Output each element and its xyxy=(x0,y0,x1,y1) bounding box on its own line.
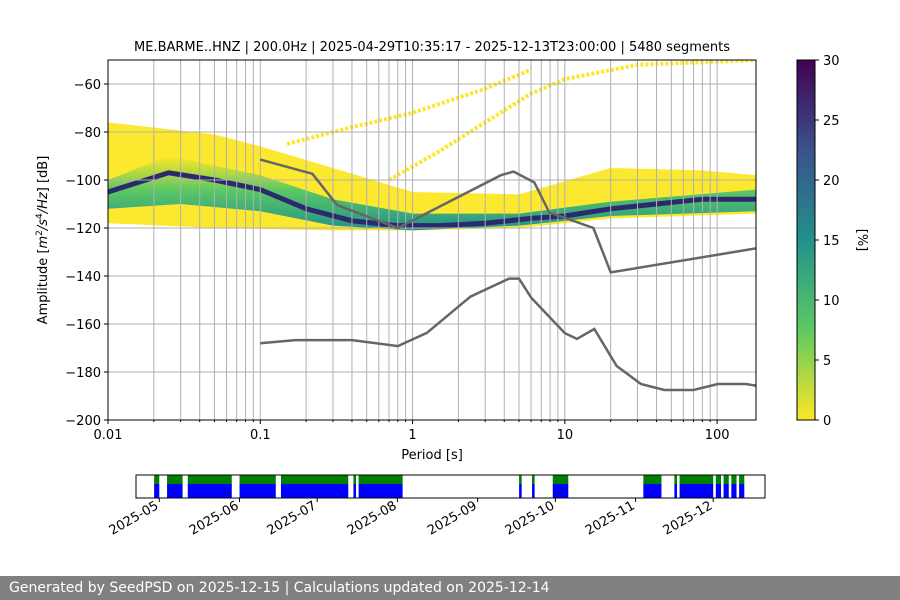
availability-segment-green xyxy=(154,475,160,484)
availability-segment-blue xyxy=(723,484,729,498)
availability-segment-blue xyxy=(167,484,183,498)
availability-segment-blue xyxy=(552,484,569,498)
availability-segment-blue xyxy=(739,484,745,498)
availability-segment-blue xyxy=(239,484,276,498)
availability-segment-blue xyxy=(519,484,522,498)
y-tick-label: −80 xyxy=(74,126,101,141)
availability-segment-blue xyxy=(353,484,357,498)
availability-segment-green xyxy=(643,475,662,484)
plot-background xyxy=(108,60,756,420)
availability-segment-blue xyxy=(715,484,721,498)
x-tick-label: 0.01 xyxy=(94,428,123,443)
psd-mode-curve xyxy=(108,170,756,229)
gridlines xyxy=(108,60,756,420)
availability-bars xyxy=(154,475,745,498)
y-tick-label: −160 xyxy=(65,318,101,333)
x-tick-label: 1 xyxy=(408,428,416,443)
availability-segment-green xyxy=(532,475,535,484)
availability-tick-label: 2025-08 xyxy=(345,498,400,538)
colorbar-tick-label: 15 xyxy=(823,234,840,249)
plot-frame xyxy=(107,59,757,421)
footer-bar: Generated by SeedPSD on 2025-12-15 | Cal… xyxy=(0,576,900,600)
colorbar-tick-label: 25 xyxy=(823,114,840,129)
colorbar-tick-label: 5 xyxy=(823,354,831,369)
colorbar-label: [%] xyxy=(854,229,869,252)
availability-segment-blue xyxy=(358,484,403,498)
availability-frame xyxy=(135,474,766,499)
colorbar-ticks: 0 5 10 15 20 25 30 xyxy=(815,54,840,429)
availability-segment-green xyxy=(723,475,729,484)
colorbar-gradient xyxy=(796,59,816,421)
x-tick-label: 0.1 xyxy=(250,428,271,443)
psd-plot-area xyxy=(108,60,756,420)
availability-tick-label: 2025-11 xyxy=(583,498,638,538)
x-axis-ticks: 0.01 0.1 1 10 100 xyxy=(94,420,730,443)
availability-tick-label: 2025-05 xyxy=(107,498,162,538)
y-tick-label: −180 xyxy=(65,366,101,381)
availability-tick-label: 2025-12 xyxy=(661,498,716,538)
availability-segment-green xyxy=(167,475,183,484)
availability-segment-green xyxy=(715,475,721,484)
availability-segment-blue xyxy=(532,484,535,498)
nhnm-curve xyxy=(259,158,756,274)
availability-segment-green xyxy=(239,475,276,484)
availability-date-ticks: 2025-05 2025-06 2025-07 2025-08 2025-09 2025-… xyxy=(107,498,715,539)
availability-segment-green xyxy=(679,475,714,484)
y-tick-label: −120 xyxy=(65,222,101,237)
y-tick-label: −140 xyxy=(65,270,101,285)
colorbar-tick-label: 30 xyxy=(823,54,840,69)
colorbar: 0 5 10 15 20 25 30 [%] xyxy=(796,54,869,429)
availability-segment-blue xyxy=(674,484,677,498)
availability-segment-blue xyxy=(731,484,737,498)
y-tick-label: −60 xyxy=(74,78,101,93)
availability-tick-label: 2025-09 xyxy=(425,498,480,538)
colorbar-tick-label: 20 xyxy=(823,174,840,189)
availability-segment-green xyxy=(353,475,357,484)
availability-segment-green xyxy=(739,475,745,484)
chart-title: ME.BARME..HNZ | 200.0Hz | 2025-04-29T10:… xyxy=(134,40,730,55)
availability-segment-green xyxy=(187,475,232,484)
availability-tick-label: 2025-06 xyxy=(187,498,242,538)
x-axis-label: Period [s] xyxy=(401,448,463,463)
availability-segment-blue xyxy=(643,484,662,498)
x-tick-label: 10 xyxy=(557,428,574,443)
availability-tick-label: 2025-10 xyxy=(503,498,558,538)
x-tick-label: 100 xyxy=(705,428,730,443)
availability-segment-blue xyxy=(154,484,160,498)
availability-segment-green xyxy=(552,475,569,484)
colorbar-tick-label: 10 xyxy=(823,294,840,309)
availability-tick-label: 2025-07 xyxy=(265,498,320,538)
availability-segment-green xyxy=(358,475,403,484)
availability-segment-green xyxy=(280,475,349,484)
availability-segment-green xyxy=(674,475,677,484)
availability-segment-green xyxy=(519,475,522,484)
y-tick-label: −200 xyxy=(65,414,101,429)
availability-segment-green xyxy=(731,475,737,484)
nlnm-curve xyxy=(260,277,756,392)
y-tick-label: −100 xyxy=(65,174,101,189)
y-axis-label: Amplitude [m2/s4/Hz] [dB] xyxy=(35,156,51,325)
availability-segment-blue xyxy=(280,484,349,498)
availability-segment-blue xyxy=(187,484,232,498)
harmonic-line-2 xyxy=(286,67,532,146)
colorbar-tick-label: 0 xyxy=(823,414,831,429)
availability-timeline: 2025-05 2025-06 2025-07 2025-08 2025-09 2025-… xyxy=(107,474,766,539)
y-axis-ticks: −60 −80 −100 −120 −140 −160 −180 −200 xyxy=(65,78,108,429)
availability-segment-blue xyxy=(679,484,714,498)
